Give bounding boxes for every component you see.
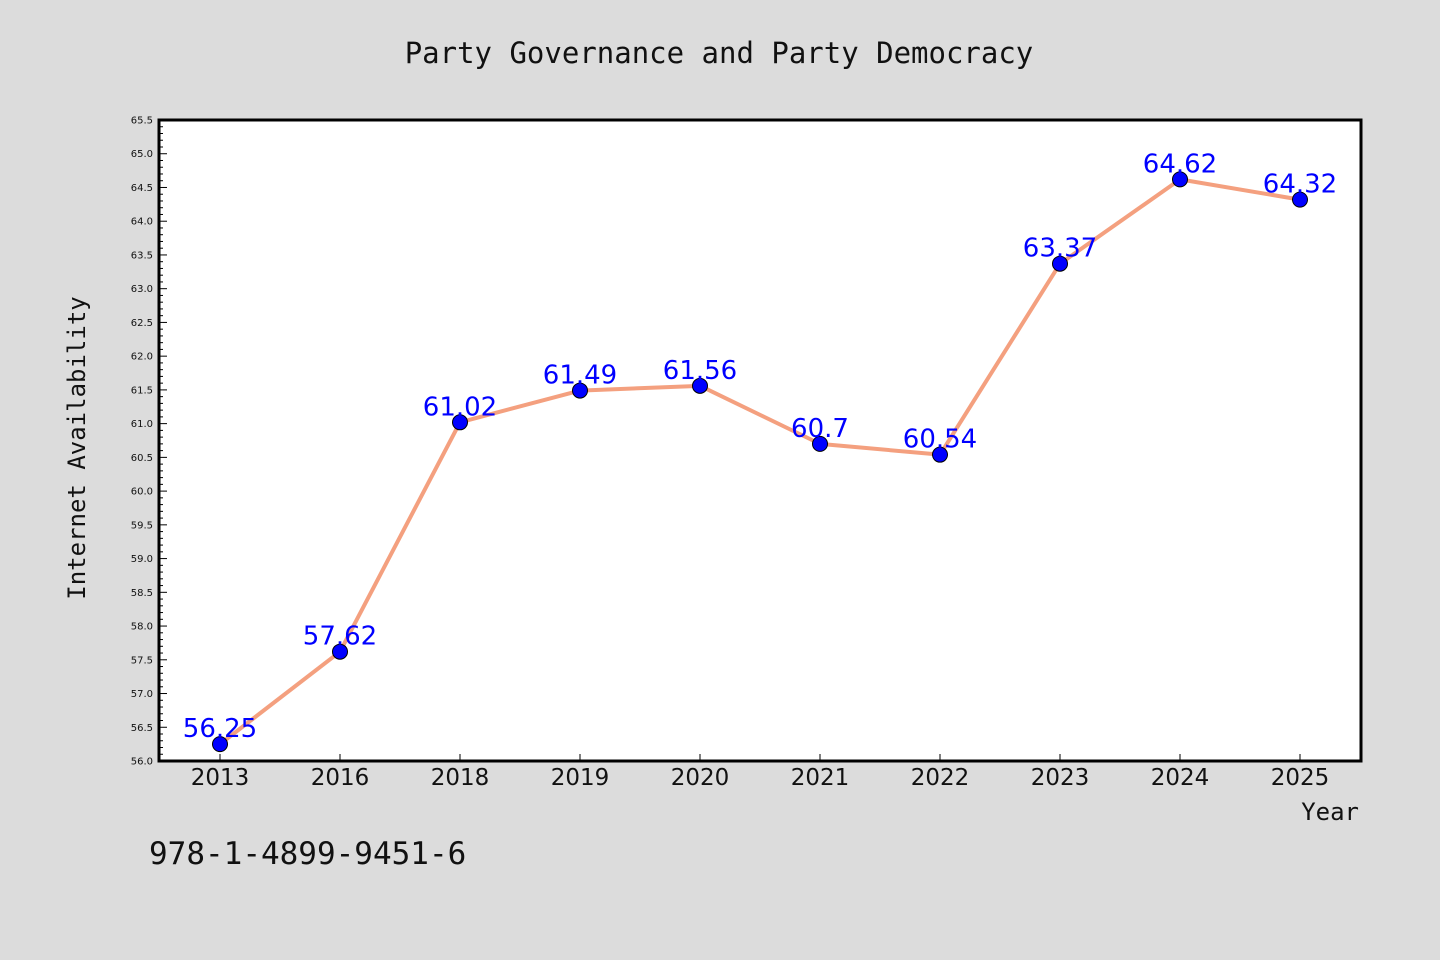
y-axis: 56.0 56.5 57.0 57.5 58.0 58.5 59.0 59.5 60.0 60.5… bbox=[131, 116, 167, 768]
data-label: 61.56 bbox=[663, 356, 737, 386]
y-tick-label: 62.5 bbox=[131, 318, 153, 329]
x-axis-label: Year bbox=[1301, 798, 1359, 826]
y-tick-label: 59.5 bbox=[131, 520, 153, 531]
y-tick-label: 59.0 bbox=[131, 554, 153, 565]
y-tick-label: 60.5 bbox=[131, 453, 153, 464]
y-tick-label: 57.0 bbox=[131, 689, 153, 700]
data-label: 60.54 bbox=[903, 425, 977, 455]
y-tick-label: 63.0 bbox=[131, 284, 153, 295]
data-label: 61.49 bbox=[543, 361, 617, 391]
y-tick-label: 63.5 bbox=[131, 250, 153, 261]
y-tick-label: 58.0 bbox=[131, 622, 153, 633]
y-tick-label: 60.0 bbox=[131, 487, 153, 498]
data-label: 56.25 bbox=[183, 714, 257, 744]
x-tick-label: 2024 bbox=[1151, 765, 1210, 791]
y-tick-label: 64.5 bbox=[131, 183, 153, 194]
x-tick-label: 2016 bbox=[311, 765, 370, 791]
y-tick-label: 61.5 bbox=[131, 385, 153, 396]
data-point bbox=[212, 736, 228, 753]
data-point bbox=[932, 446, 948, 463]
data-labels: 56.25 57.62 61.02 61.49 61.56 60.7 60.54 63.37 6… bbox=[183, 149, 1337, 744]
data-point bbox=[692, 377, 708, 394]
x-tick-label: 2023 bbox=[1031, 765, 1090, 791]
series-markers bbox=[212, 171, 1308, 753]
data-point bbox=[572, 382, 588, 399]
data-label: 64.62 bbox=[1143, 149, 1217, 179]
plot-area bbox=[157, 118, 1363, 763]
y-tick-label: 62.0 bbox=[131, 352, 153, 363]
y-tick-label: 56.5 bbox=[131, 723, 153, 734]
data-point bbox=[812, 435, 828, 452]
y-tick-label: 64.0 bbox=[131, 217, 153, 228]
y-tick-label: 56.0 bbox=[131, 757, 153, 768]
data-point bbox=[1172, 171, 1188, 188]
data-point bbox=[332, 643, 348, 660]
y-tick-label: 65.0 bbox=[131, 149, 153, 160]
data-label: 64.32 bbox=[1263, 170, 1337, 200]
x-tick-label: 2025 bbox=[1271, 765, 1330, 791]
series-polyline bbox=[218, 177, 1302, 747]
x-axis: 2013 2016 2018 2019 2020 2021 2022 2023 2024 2025 bbox=[191, 754, 1330, 791]
y-tick-label: 57.5 bbox=[131, 655, 153, 666]
x-tick-label: 2018 bbox=[431, 765, 490, 791]
x-tick-label: 2020 bbox=[671, 765, 730, 791]
y-tick-label: 58.5 bbox=[131, 588, 153, 599]
data-point bbox=[452, 414, 468, 431]
x-tick-label: 2013 bbox=[191, 765, 250, 791]
isbn-text: 978-1-4899-9451-6 bbox=[149, 836, 466, 872]
data-label: 60.7 bbox=[791, 414, 849, 444]
x-tick-label: 2021 bbox=[791, 765, 850, 791]
y-tick-label: 61.0 bbox=[131, 419, 153, 430]
data-point bbox=[1052, 255, 1068, 272]
x-tick-label: 2022 bbox=[911, 765, 970, 791]
chart-title: Party Governance and Party Democracy bbox=[405, 36, 1034, 70]
data-label: 63.37 bbox=[1023, 234, 1097, 264]
data-label: 61.02 bbox=[423, 392, 497, 422]
data-label: 57.62 bbox=[303, 622, 377, 652]
y-axis-label: Internet Availability bbox=[63, 296, 91, 599]
x-tick-label: 2019 bbox=[551, 765, 610, 791]
y-tick-label: 65.5 bbox=[131, 116, 153, 127]
series-line bbox=[218, 177, 1302, 747]
data-point bbox=[1292, 191, 1308, 208]
